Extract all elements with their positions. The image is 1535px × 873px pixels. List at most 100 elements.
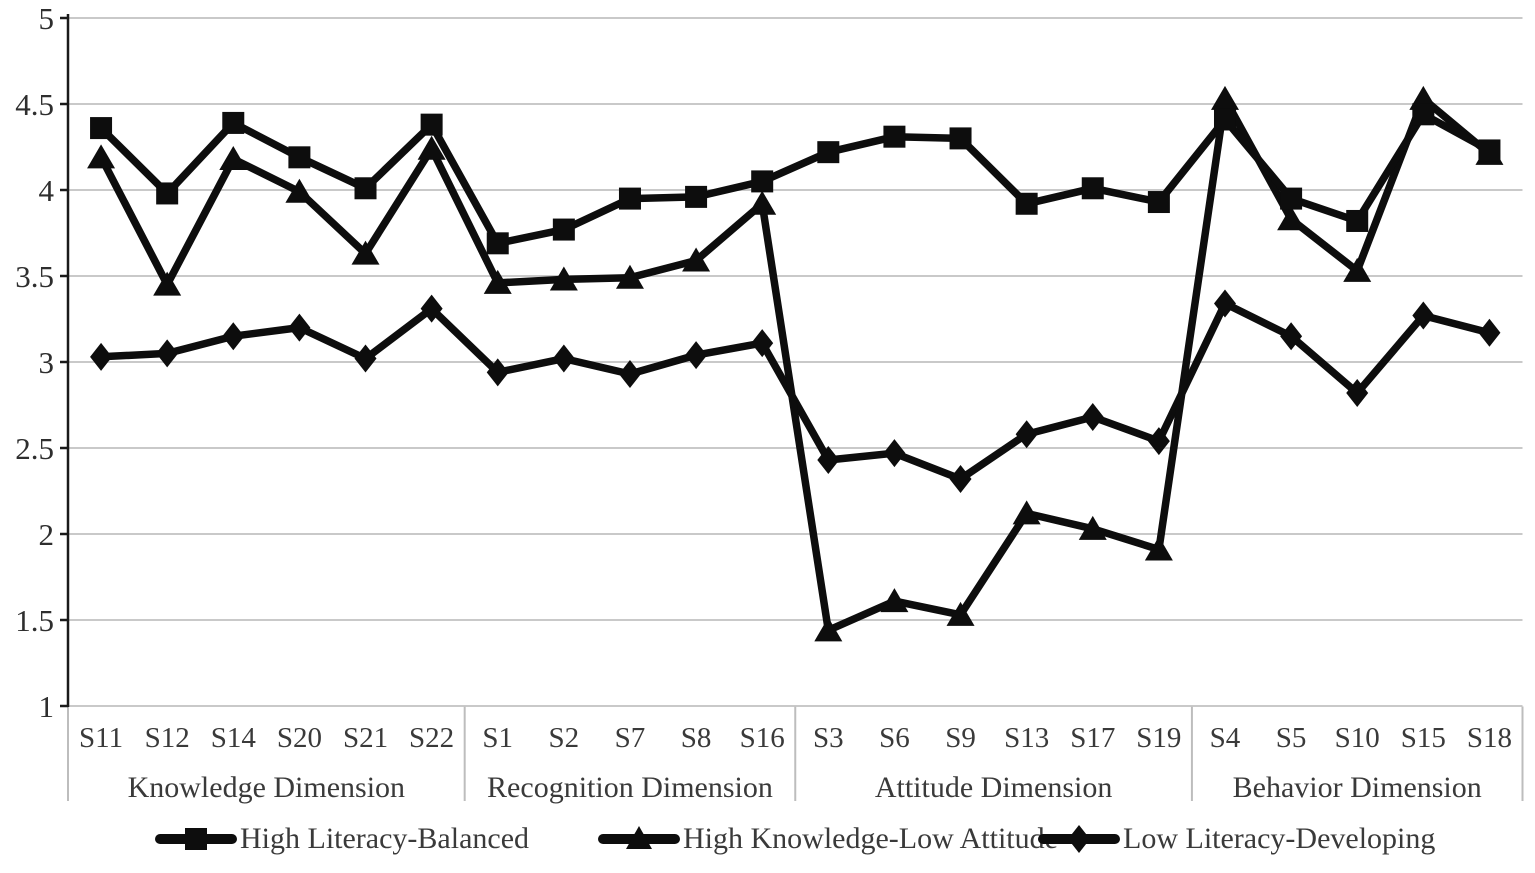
marker-square: [751, 170, 774, 193]
marker-diamond: [1015, 420, 1038, 449]
marker-diamond: [883, 439, 906, 468]
dimension-label: Behavior Dimension: [1233, 771, 1482, 804]
marker-square: [1280, 187, 1303, 210]
marker-diamond: [1412, 301, 1435, 330]
category-label: S22: [409, 722, 454, 754]
marker-diamond: [751, 329, 774, 358]
marker-square: [552, 218, 575, 241]
marker-diamond: [1346, 378, 1369, 407]
marker-square: [1081, 177, 1104, 200]
series-line-low-literacy-developing: [97, 299, 1494, 483]
marker-triangle: [153, 271, 182, 296]
marker-diamond: [1147, 427, 1170, 456]
series-line-high-literacy-balanced: [97, 110, 1494, 248]
category-label: S6: [879, 722, 910, 754]
marker-triangle: [1210, 85, 1239, 110]
category-label: S9: [945, 722, 976, 754]
marker-square: [817, 141, 840, 164]
y-tick-label: 4: [39, 173, 55, 208]
category-label: S18: [1467, 722, 1512, 754]
marker-diamond: [1081, 403, 1104, 432]
marker-square: [420, 113, 443, 136]
marker-triangle: [748, 190, 777, 215]
category-label: S14: [211, 722, 257, 754]
marker-square: [1213, 108, 1236, 131]
legend-label: High Knowledge-Low Attitude: [683, 822, 1058, 855]
marker-triangle: [946, 601, 975, 626]
marker-square: [354, 177, 377, 200]
marker-triangle: [417, 135, 446, 160]
category-label: S2: [549, 722, 580, 754]
legend: High Literacy-Balanced High Knowledge-Lo…: [0, 822, 1535, 866]
category-label: S4: [1210, 722, 1241, 754]
marker-square: [156, 182, 179, 205]
marker-diamond: [90, 342, 113, 371]
marker-triangle: [219, 146, 248, 171]
y-tick-label: 4.5: [15, 87, 54, 122]
legend-label: High Literacy-Balanced: [240, 822, 530, 855]
legend-diamond-marker-icon: [1038, 825, 1120, 853]
marker-triangle: [814, 617, 843, 642]
marker-square: [685, 185, 708, 208]
legend-square-marker-icon: [155, 828, 237, 850]
marker-diamond: [222, 322, 245, 351]
legend-label: Low Literacy-Developing: [1123, 822, 1436, 855]
marker-diamond: [618, 360, 641, 389]
marker-diamond: [1213, 289, 1236, 318]
marker-square: [1147, 191, 1170, 214]
marker-triangle: [682, 247, 711, 272]
marker-diamond: [1280, 322, 1303, 351]
marker-square: [949, 127, 972, 150]
dimension-label: Attitude Dimension: [875, 771, 1112, 804]
category-label: S12: [145, 722, 190, 754]
marker-diamond: [817, 446, 840, 475]
marker-diamond: [552, 344, 575, 373]
y-tick-label: 2.5: [15, 431, 54, 466]
category-label: S10: [1335, 722, 1380, 754]
category-label: S19: [1136, 722, 1181, 754]
marker-diamond: [486, 358, 509, 387]
marker-triangle: [549, 266, 578, 291]
marker-square: [618, 187, 641, 210]
y-tick-label: 2: [39, 517, 55, 552]
category-label: S5: [1276, 722, 1307, 754]
y-tick-label: 1: [39, 689, 55, 724]
marker-triangle: [615, 264, 644, 289]
marker-square: [1015, 192, 1038, 215]
category-label: S15: [1401, 722, 1446, 754]
marker-triangle: [1078, 515, 1107, 540]
marker-diamond: [420, 294, 443, 323]
category-label: S13: [1004, 722, 1049, 754]
marker-triangle: [1277, 206, 1306, 231]
marker-triangle: [351, 240, 380, 265]
marker-triangle: [483, 269, 512, 294]
marker-diamond: [1478, 318, 1501, 347]
marker-triangle: [1144, 536, 1173, 561]
legend-item-low-literacy-developing: Low Literacy-Developing: [1038, 822, 1435, 856]
category-label: S21: [343, 722, 388, 754]
marker-triangle: [1012, 500, 1041, 525]
legend-triangle-marker-icon: [598, 826, 680, 849]
marker-triangle: [880, 588, 909, 613]
category-label: S17: [1070, 722, 1115, 754]
y-tick-label: 5: [39, 1, 55, 36]
category-label: S1: [482, 722, 513, 754]
marker-square: [222, 111, 245, 134]
marker-triangle: [285, 178, 314, 203]
marker-triangle: [87, 144, 116, 169]
y-tick-label: 3.5: [15, 259, 54, 294]
marker-square: [883, 125, 906, 148]
marker-square: [90, 117, 113, 140]
marker-diamond: [156, 339, 179, 368]
legend-item-high-literacy-balanced: High Literacy-Balanced: [155, 822, 529, 856]
marker-diamond: [288, 313, 311, 342]
marker-diamond: [949, 464, 972, 493]
marker-square: [1478, 139, 1501, 162]
category-label: S11: [79, 722, 123, 754]
marker-square: [1346, 209, 1369, 232]
marker-square: [486, 232, 509, 255]
marker-diamond: [354, 344, 377, 373]
marker-diamond: [685, 341, 708, 370]
marker-square: [288, 146, 311, 169]
